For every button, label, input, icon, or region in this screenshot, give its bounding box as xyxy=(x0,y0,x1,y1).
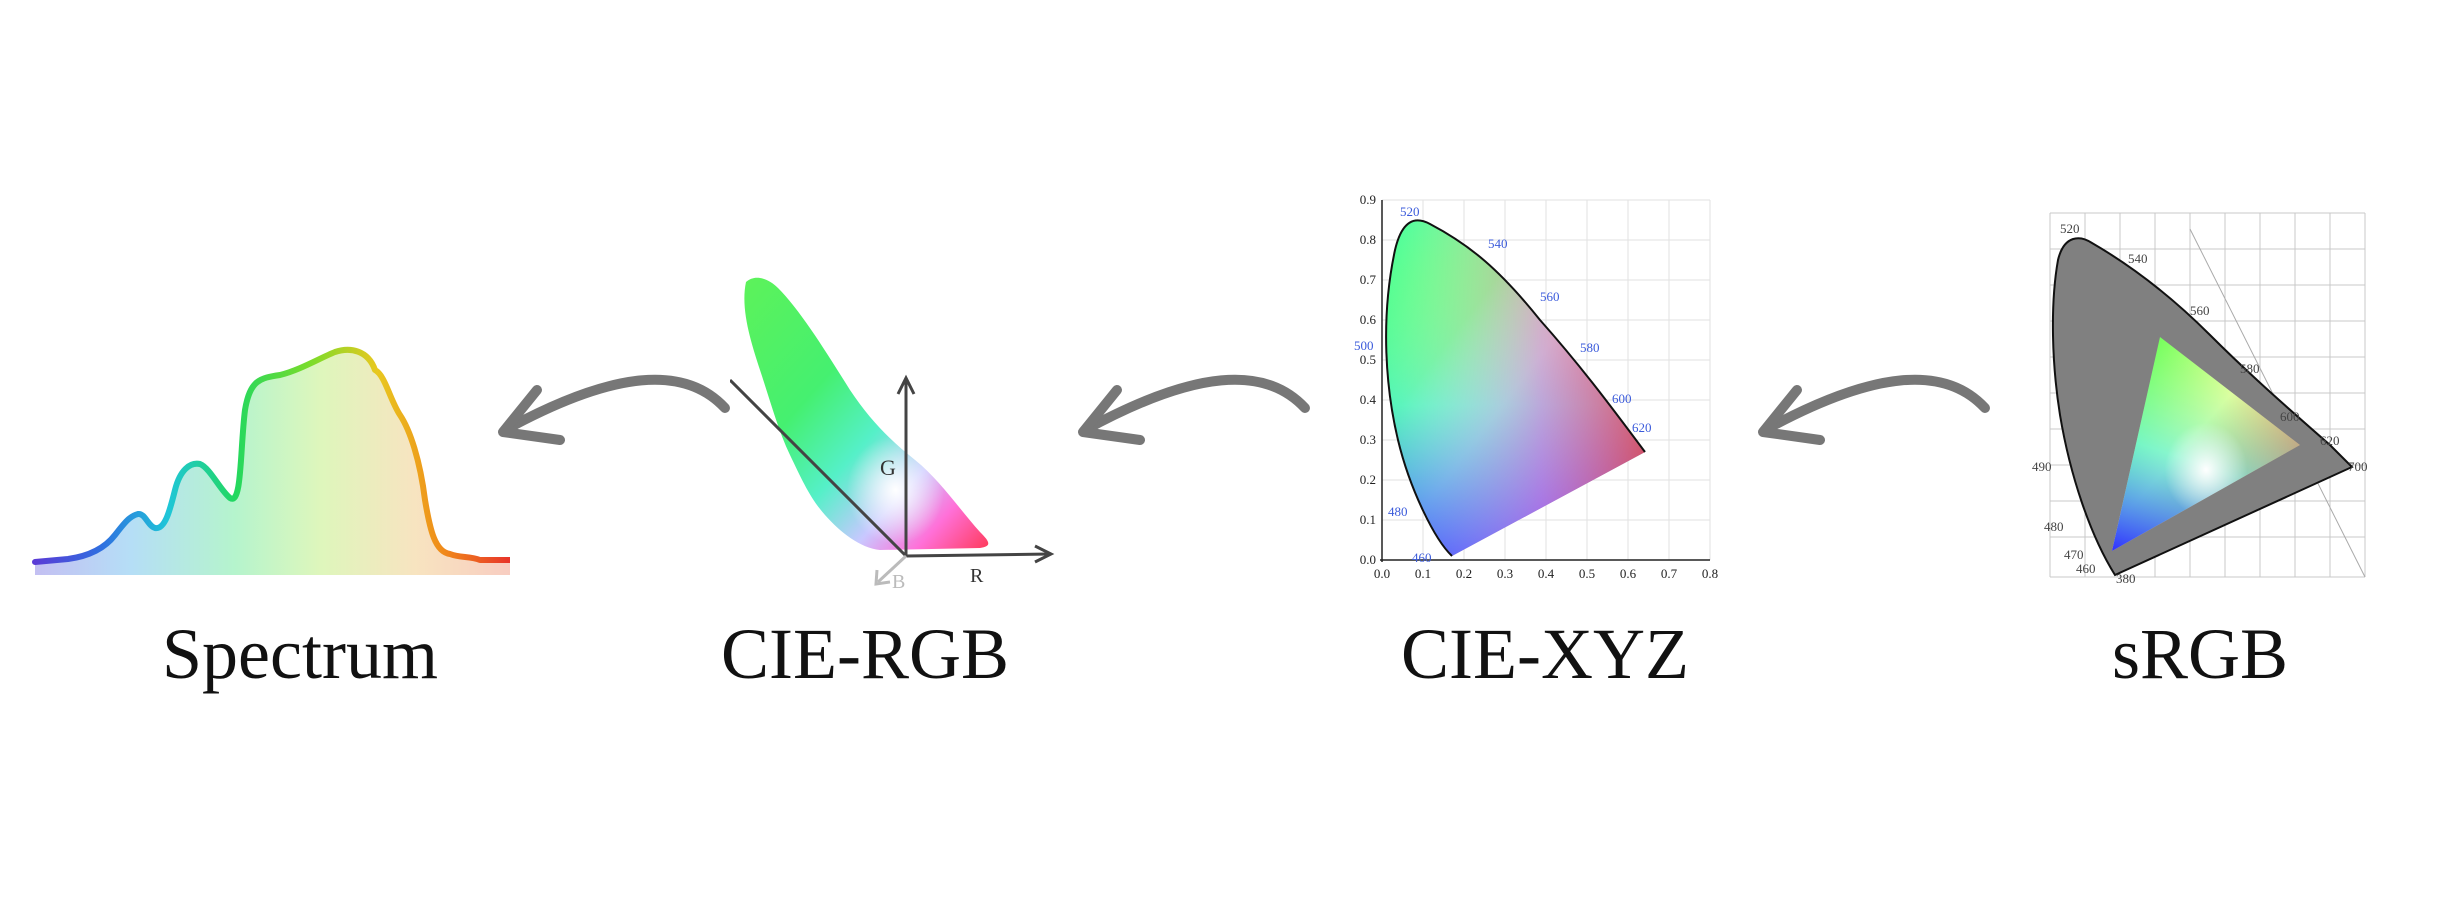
wavelength-label: 600 xyxy=(2280,409,2300,424)
cie-rgb-gamut: G R B xyxy=(730,277,1055,593)
wavelength-label: 540 xyxy=(2128,251,2148,266)
left-arrow-icon xyxy=(498,374,730,445)
wavelength-label: 500 xyxy=(1354,338,1374,353)
y-tick: 0.2 xyxy=(1360,472,1376,487)
y-tick: 0.9 xyxy=(1360,192,1376,207)
caption-srgb: sRGB xyxy=(2111,614,2289,694)
wavelength-label: 620 xyxy=(1632,420,1652,435)
y-tick: 0.5 xyxy=(1360,352,1376,367)
srgb-gamut-chart: 520 540 560 580 600 620 700 490 480 470 … xyxy=(2032,212,2368,585)
wavelength-label: 480 xyxy=(1388,504,1408,519)
wavelength-label: 520 xyxy=(2060,221,2080,236)
axis-label-b: B xyxy=(892,571,905,593)
wavelength-label: 540 xyxy=(1488,236,1508,251)
left-arrow-icon xyxy=(1758,374,1990,445)
y-tick: 0.4 xyxy=(1360,392,1377,407)
x-tick: 0.2 xyxy=(1456,566,1472,581)
caption-cie-rgb: CIE-RGB xyxy=(721,614,1009,694)
spectrum-curve xyxy=(32,346,510,575)
x-tick: 0.3 xyxy=(1497,566,1513,581)
y-tick: 0.0 xyxy=(1360,552,1376,567)
wavelength-label: 560 xyxy=(1540,289,1560,304)
wavelength-label: 520 xyxy=(1400,204,1420,219)
wavelength-label: 600 xyxy=(1612,391,1632,406)
y-tick: 0.3 xyxy=(1360,432,1376,447)
cie-xyz-chromaticity-chart: 0.0 0.1 0.2 0.3 0.4 0.5 0.6 0.7 0.8 0.0 … xyxy=(1354,192,1718,581)
x-tick: 0.4 xyxy=(1538,566,1555,581)
wavelength-label: 580 xyxy=(2240,361,2260,376)
wavelength-label: 460 xyxy=(1412,550,1432,565)
axis-label-g: G xyxy=(880,455,896,480)
wavelength-label: 380 xyxy=(2116,571,2136,585)
axis-label-r: R xyxy=(970,565,984,587)
wavelength-label: 460 xyxy=(2076,561,2096,576)
wavelength-label: 580 xyxy=(1580,340,1600,355)
x-tick: 0.6 xyxy=(1620,566,1637,581)
y-tick: 0.8 xyxy=(1360,232,1376,247)
caption-spectrum: Spectrum xyxy=(162,614,438,694)
wavelength-label: 620 xyxy=(2320,433,2340,448)
x-tick: 0.0 xyxy=(1374,566,1390,581)
x-tick: 0.8 xyxy=(1702,566,1718,581)
wavelength-label: 480 xyxy=(2044,519,2064,534)
wavelength-label: 470 xyxy=(2064,547,2084,562)
wavelength-label: 560 xyxy=(2190,303,2210,318)
caption-cie-xyz: CIE-XYZ xyxy=(1401,614,1689,694)
x-tick: 0.7 xyxy=(1661,566,1678,581)
y-tick: 0.1 xyxy=(1360,512,1376,527)
wavelength-label: 490 xyxy=(2032,459,2052,474)
left-arrow-icon xyxy=(1078,374,1310,445)
y-tick: 0.7 xyxy=(1360,272,1377,287)
x-tick: 0.1 xyxy=(1415,566,1431,581)
x-tick: 0.5 xyxy=(1579,566,1595,581)
wavelength-label: 700 xyxy=(2348,459,2368,474)
y-tick: 0.6 xyxy=(1360,312,1377,327)
